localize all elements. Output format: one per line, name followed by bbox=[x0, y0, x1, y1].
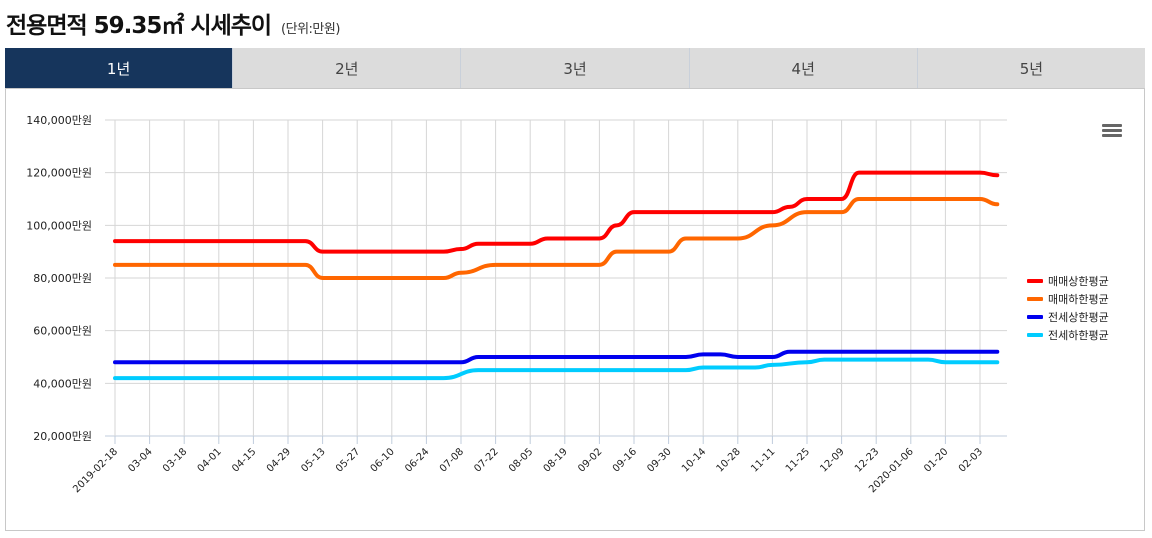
legend-label: 전세상한평균 bbox=[1048, 311, 1109, 324]
legend-label: 매매하한평균 bbox=[1048, 293, 1109, 306]
y-tick-label: 60,000만원 bbox=[33, 325, 92, 338]
y-tick-label: 80,000만원 bbox=[33, 272, 92, 285]
x-tick-label: 05-27 bbox=[334, 446, 362, 474]
x-tick-label: 04-15 bbox=[230, 446, 258, 474]
x-tick-label: 08-19 bbox=[542, 446, 570, 474]
tab-4-years[interactable]: 4년 bbox=[688, 48, 917, 88]
x-tick-label: 2019-02-18 bbox=[71, 446, 120, 495]
legend-swatch bbox=[1027, 333, 1043, 337]
hamburger-menu-icon[interactable] bbox=[1102, 124, 1122, 140]
legend-label: 매매상한평균 bbox=[1048, 275, 1109, 288]
x-tick-label: 08-05 bbox=[507, 446, 535, 474]
series-line[interactable] bbox=[113, 357, 1000, 381]
x-tick-label: 03-18 bbox=[161, 446, 189, 474]
x-tick-label: 01-20 bbox=[922, 446, 950, 474]
x-tick-label: 06-24 bbox=[403, 446, 431, 474]
legend-item-sale-lower[interactable]: 매매하한평균 bbox=[1027, 290, 1109, 308]
chart-header: 전용면적 59.35㎡ 시세추이 (단위:만원) bbox=[6, 6, 340, 40]
series-line[interactable] bbox=[113, 196, 1000, 280]
unit-label: (단위:만원) bbox=[281, 22, 340, 37]
x-tick-label: 04-01 bbox=[196, 446, 224, 474]
x-tick-label: 05-13 bbox=[299, 446, 327, 474]
x-tick-label: 09-16 bbox=[611, 446, 639, 474]
legend-item-sale-upper[interactable]: 매매상한평균 bbox=[1027, 272, 1109, 290]
x-tick-label: 09-30 bbox=[645, 446, 673, 474]
x-tick-label: 07-22 bbox=[472, 446, 500, 474]
y-tick-label: 140,000만원 bbox=[26, 114, 92, 127]
page-title: 전용면적 59.35㎡ 시세추이 bbox=[6, 13, 272, 39]
x-axis: 2019-02-18 03-04 03-18 04-01 04-15 04-29 05-13… bbox=[71, 436, 985, 495]
x-tick-label: 11-25 bbox=[784, 446, 812, 474]
legend-item-jeonse-lower[interactable]: 전세하한평균 bbox=[1027, 326, 1109, 344]
y-tick-label: 120,000만원 bbox=[26, 167, 92, 180]
x-tick-label: 09-02 bbox=[576, 446, 604, 474]
tab-2-years[interactable]: 2년 bbox=[232, 48, 460, 88]
x-tick-label: 10-14 bbox=[680, 446, 708, 474]
tab-5-years[interactable]: 5년 bbox=[916, 48, 1145, 88]
series-line[interactable] bbox=[113, 349, 1000, 365]
y-tick-label: 40,000만원 bbox=[33, 377, 92, 390]
x-tick-label: 11-11 bbox=[749, 446, 777, 474]
y-axis: 140,000만원 120,000만원 100,000만원 80,000만원 60,00… bbox=[26, 114, 92, 443]
chart-container bbox=[5, 89, 1145, 531]
period-tabs: 1년 2년 3년 4년 5년 bbox=[5, 48, 1145, 89]
x-tick-label: 04-29 bbox=[265, 446, 293, 474]
x-tick-label: 07-08 bbox=[438, 446, 466, 474]
x-tick-label: 12-23 bbox=[853, 446, 881, 474]
chart-grid bbox=[105, 119, 1007, 437]
x-tick-label: 03-04 bbox=[126, 446, 154, 474]
y-tick-label: 20,000만원 bbox=[33, 430, 92, 443]
x-tick-label: 02-03 bbox=[957, 446, 985, 474]
chart-series bbox=[113, 170, 1000, 381]
series-line[interactable] bbox=[113, 170, 1000, 254]
legend-swatch bbox=[1027, 279, 1043, 283]
legend-swatch bbox=[1027, 297, 1043, 301]
legend-swatch bbox=[1027, 315, 1043, 319]
legend-item-jeonse-upper[interactable]: 전세상한평균 bbox=[1027, 308, 1109, 326]
y-tick-label: 100,000만원 bbox=[26, 219, 92, 232]
x-tick-label: 06-10 bbox=[369, 446, 397, 474]
legend-label: 전세하한평균 bbox=[1048, 329, 1109, 342]
tab-1-year[interactable]: 1년 bbox=[5, 48, 233, 88]
chart-legend: 매매상한평균 매매하한평균 전세상한평균 전세하한평균 bbox=[1027, 272, 1109, 344]
x-tick-label: 10-28 bbox=[715, 446, 743, 474]
tab-3-years[interactable]: 3년 bbox=[460, 48, 688, 88]
x-tick-label: 12-09 bbox=[818, 446, 846, 474]
